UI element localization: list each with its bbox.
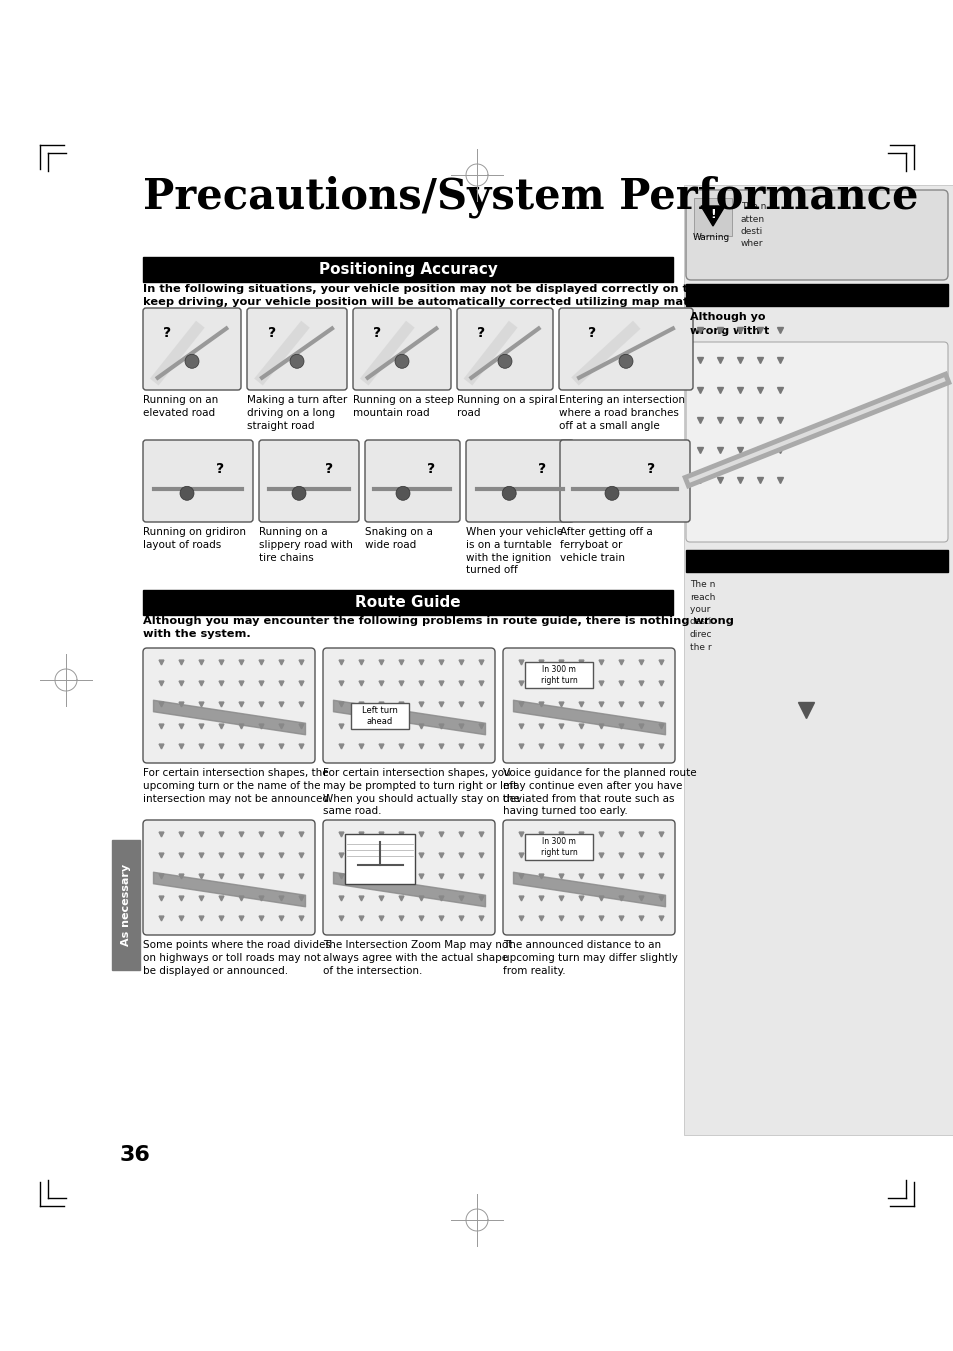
Text: Left turn
ahead: Left turn ahead — [362, 707, 397, 725]
FancyBboxPatch shape — [558, 308, 692, 390]
Text: In 300 m
right turn: In 300 m right turn — [540, 838, 577, 857]
Text: Entering an intersection
where a road branches
off at a small angle: Entering an intersection where a road br… — [558, 394, 684, 431]
Text: Although yo
wrong with t: Although yo wrong with t — [689, 312, 768, 336]
Text: Some points where the road divides
on highways or toll roads may not
be displaye: Some points where the road divides on hi… — [143, 940, 331, 975]
Circle shape — [501, 486, 516, 500]
Text: The n
reach
your 
desti
direc
the r: The n reach your desti direc the r — [689, 580, 715, 651]
FancyBboxPatch shape — [456, 308, 553, 390]
Text: The Intersection Zoom Map may not
always agree with the actual shape
of the inte: The Intersection Zoom Map may not always… — [323, 940, 512, 975]
Circle shape — [618, 354, 633, 369]
Text: Running on gridiron
layout of roads: Running on gridiron layout of roads — [143, 527, 246, 550]
Bar — [351, 703, 409, 730]
Text: ?: ? — [476, 326, 484, 339]
Text: ?: ? — [268, 326, 275, 339]
Text: ?: ? — [373, 326, 381, 339]
Text: Warning: Warning — [692, 234, 729, 242]
Bar — [683, 185, 953, 1135]
Circle shape — [292, 486, 306, 500]
Bar — [685, 550, 947, 571]
FancyBboxPatch shape — [143, 440, 253, 521]
Text: Route Guide: Route Guide — [355, 594, 460, 611]
Text: 36: 36 — [120, 1146, 151, 1165]
Text: Snaking on a
wide road: Snaking on a wide road — [365, 527, 433, 550]
Text: Precautions/System Performance: Precautions/System Performance — [143, 176, 918, 218]
Text: Running on a spiral
road: Running on a spiral road — [456, 394, 558, 417]
Bar — [693, 199, 731, 236]
Text: Running on an
elevated road: Running on an elevated road — [143, 394, 218, 417]
Circle shape — [180, 486, 193, 500]
FancyBboxPatch shape — [685, 190, 947, 280]
FancyBboxPatch shape — [143, 308, 241, 390]
Bar — [345, 834, 415, 884]
Text: Running on a steep
mountain road: Running on a steep mountain road — [353, 394, 454, 417]
Text: ?: ? — [537, 462, 545, 476]
FancyBboxPatch shape — [502, 820, 675, 935]
Circle shape — [604, 486, 618, 500]
FancyBboxPatch shape — [353, 308, 451, 390]
Text: ?: ? — [325, 462, 333, 476]
FancyBboxPatch shape — [323, 648, 495, 763]
Text: For certain intersection shapes, the
upcoming turn or the name of the
intersecti: For certain intersection shapes, the upc… — [143, 767, 332, 804]
FancyBboxPatch shape — [365, 440, 459, 521]
Bar — [143, 257, 672, 282]
FancyBboxPatch shape — [465, 440, 574, 521]
Text: The n
atten
desti
wher: The n atten desti wher — [740, 203, 765, 249]
Text: Running on a
slippery road with
tire chains: Running on a slippery road with tire cha… — [258, 527, 353, 562]
FancyBboxPatch shape — [559, 440, 689, 521]
Circle shape — [395, 486, 410, 500]
Text: For certain intersection shapes, you
may be prompted to turn right or left
When : For certain intersection shapes, you may… — [323, 767, 519, 816]
FancyBboxPatch shape — [323, 820, 495, 935]
FancyBboxPatch shape — [258, 440, 358, 521]
Text: Voice guidance for the planned route
may continue even after you have
deviated f: Voice guidance for the planned route may… — [502, 767, 696, 816]
Text: ?: ? — [215, 462, 224, 476]
Text: Positioning Accuracy: Positioning Accuracy — [318, 262, 497, 277]
Text: ?: ? — [163, 326, 172, 339]
Circle shape — [395, 354, 409, 369]
Text: Making a turn after
driving on a long
straight road: Making a turn after driving on a long st… — [247, 394, 347, 431]
Bar — [524, 662, 593, 688]
Text: In the following situations, your vehicle position may not be displayed correctl: In the following situations, your vehicl… — [143, 284, 819, 307]
Text: ?: ? — [427, 462, 436, 476]
Text: After getting off a
ferryboat or
vehicle train: After getting off a ferryboat or vehicle… — [559, 527, 652, 562]
FancyBboxPatch shape — [685, 342, 947, 542]
Circle shape — [185, 354, 199, 369]
Text: The announced distance to an
upcoming turn may differ slightly
from reality.: The announced distance to an upcoming tu… — [502, 940, 678, 975]
Text: When your vehicle
is on a turntable
with the ignition
turned off: When your vehicle is on a turntable with… — [465, 527, 562, 576]
Bar — [685, 284, 947, 305]
Polygon shape — [700, 205, 724, 226]
Bar — [143, 590, 672, 615]
FancyBboxPatch shape — [502, 648, 675, 763]
FancyBboxPatch shape — [143, 648, 314, 763]
Text: ?: ? — [646, 462, 655, 476]
Circle shape — [497, 354, 512, 369]
Text: Although you may encounter the following problems in route guide, there is nothi: Although you may encounter the following… — [143, 616, 733, 639]
Text: ?: ? — [588, 326, 596, 339]
Bar — [112, 840, 140, 970]
FancyBboxPatch shape — [143, 820, 314, 935]
Text: !: ! — [709, 208, 715, 220]
Text: In 300 m
right turn: In 300 m right turn — [540, 665, 577, 685]
Text: As necessary: As necessary — [121, 863, 131, 946]
Circle shape — [290, 354, 304, 369]
FancyBboxPatch shape — [247, 308, 347, 390]
Bar — [524, 834, 593, 861]
